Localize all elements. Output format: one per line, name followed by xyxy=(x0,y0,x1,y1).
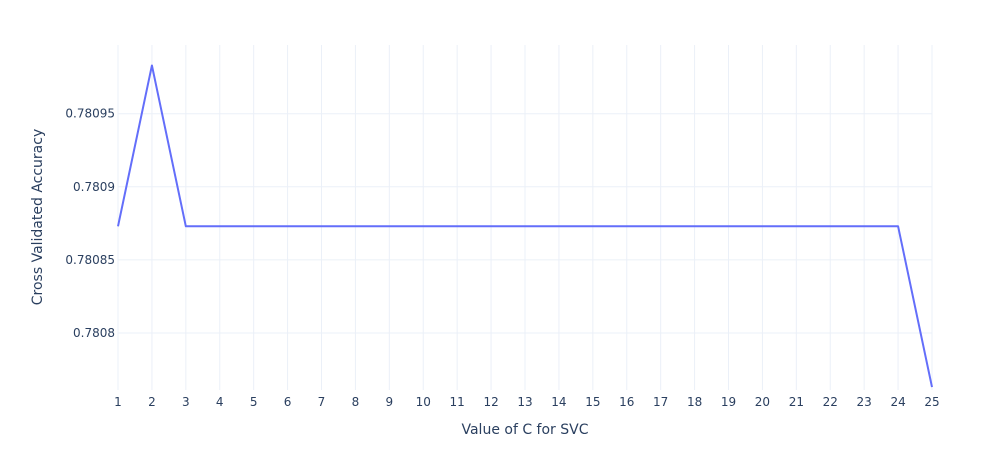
x-tick-label: 1 xyxy=(114,395,122,409)
data-point[interactable] xyxy=(217,223,223,229)
x-tick-label: 13 xyxy=(517,395,532,409)
series-line xyxy=(117,64,933,388)
data-point[interactable] xyxy=(183,223,189,229)
y-tick-label: 0.78095 xyxy=(65,107,115,121)
x-tick-label: 22 xyxy=(823,395,838,409)
data-point[interactable] xyxy=(420,223,426,229)
x-tick-label: 4 xyxy=(216,395,224,409)
data-point[interactable] xyxy=(115,223,121,229)
y-tick-label: 0.78085 xyxy=(65,253,115,267)
data-point[interactable] xyxy=(590,223,596,229)
x-tick-label: 3 xyxy=(182,395,190,409)
x-tick-label: 6 xyxy=(284,395,292,409)
x-tick-label: 20 xyxy=(755,395,770,409)
data-point[interactable] xyxy=(522,223,528,229)
data-point[interactable] xyxy=(793,223,799,229)
data-point[interactable] xyxy=(827,223,833,229)
data-point[interactable] xyxy=(726,223,732,229)
data-point[interactable] xyxy=(658,223,664,229)
data-point[interactable] xyxy=(251,223,257,229)
data-point[interactable] xyxy=(149,62,155,68)
y-axis-tick-labels: 0.7808 0.78085 0.7809 0.78095 xyxy=(65,107,115,340)
x-tick-label: 2 xyxy=(148,395,156,409)
data-point[interactable] xyxy=(759,223,765,229)
y-axis-title: Cross Validated Accuracy xyxy=(30,129,46,306)
data-point[interactable] xyxy=(624,223,630,229)
data-point[interactable] xyxy=(319,223,325,229)
x-tick-label: 25 xyxy=(924,395,939,409)
data-point[interactable] xyxy=(895,223,901,229)
series-layer xyxy=(115,62,935,390)
y-tick-label: 0.7809 xyxy=(73,180,115,194)
x-tick-label: 18 xyxy=(687,395,702,409)
data-point[interactable] xyxy=(352,223,358,229)
x-tick-label: 24 xyxy=(890,395,905,409)
x-tick-label: 8 xyxy=(352,395,360,409)
x-axis-title: Value of C for SVC xyxy=(461,422,588,438)
data-point[interactable] xyxy=(692,223,698,229)
x-tick-label: 17 xyxy=(653,395,668,409)
x-tick-label: 21 xyxy=(789,395,804,409)
y-tick-label: 0.7808 xyxy=(73,326,115,340)
x-tick-label: 19 xyxy=(721,395,736,409)
x-tick-label: 11 xyxy=(450,395,465,409)
x-tick-label: 16 xyxy=(619,395,634,409)
x-tick-label: 5 xyxy=(250,395,258,409)
data-point[interactable] xyxy=(861,223,867,229)
data-point[interactable] xyxy=(386,223,392,229)
data-point[interactable] xyxy=(285,223,291,229)
x-tick-label: 10 xyxy=(416,395,431,409)
data-point[interactable] xyxy=(454,223,460,229)
x-tick-label: 15 xyxy=(585,395,600,409)
x-axis-tick-labels: 1 2 3 4 5 6 7 8 9 10 11 12 13 14 15 16 17 18 19 20 21 22 23 24 2… xyxy=(114,395,939,409)
data-point[interactable] xyxy=(929,384,935,390)
data-point[interactable] xyxy=(556,223,562,229)
x-tick-label: 12 xyxy=(483,395,498,409)
x-tick-label: 14 xyxy=(551,395,566,409)
grid-lines xyxy=(117,45,933,390)
x-tick-label: 9 xyxy=(386,395,394,409)
x-tick-label: 7 xyxy=(318,395,326,409)
data-point[interactable] xyxy=(488,223,494,229)
x-tick-label: 23 xyxy=(857,395,872,409)
